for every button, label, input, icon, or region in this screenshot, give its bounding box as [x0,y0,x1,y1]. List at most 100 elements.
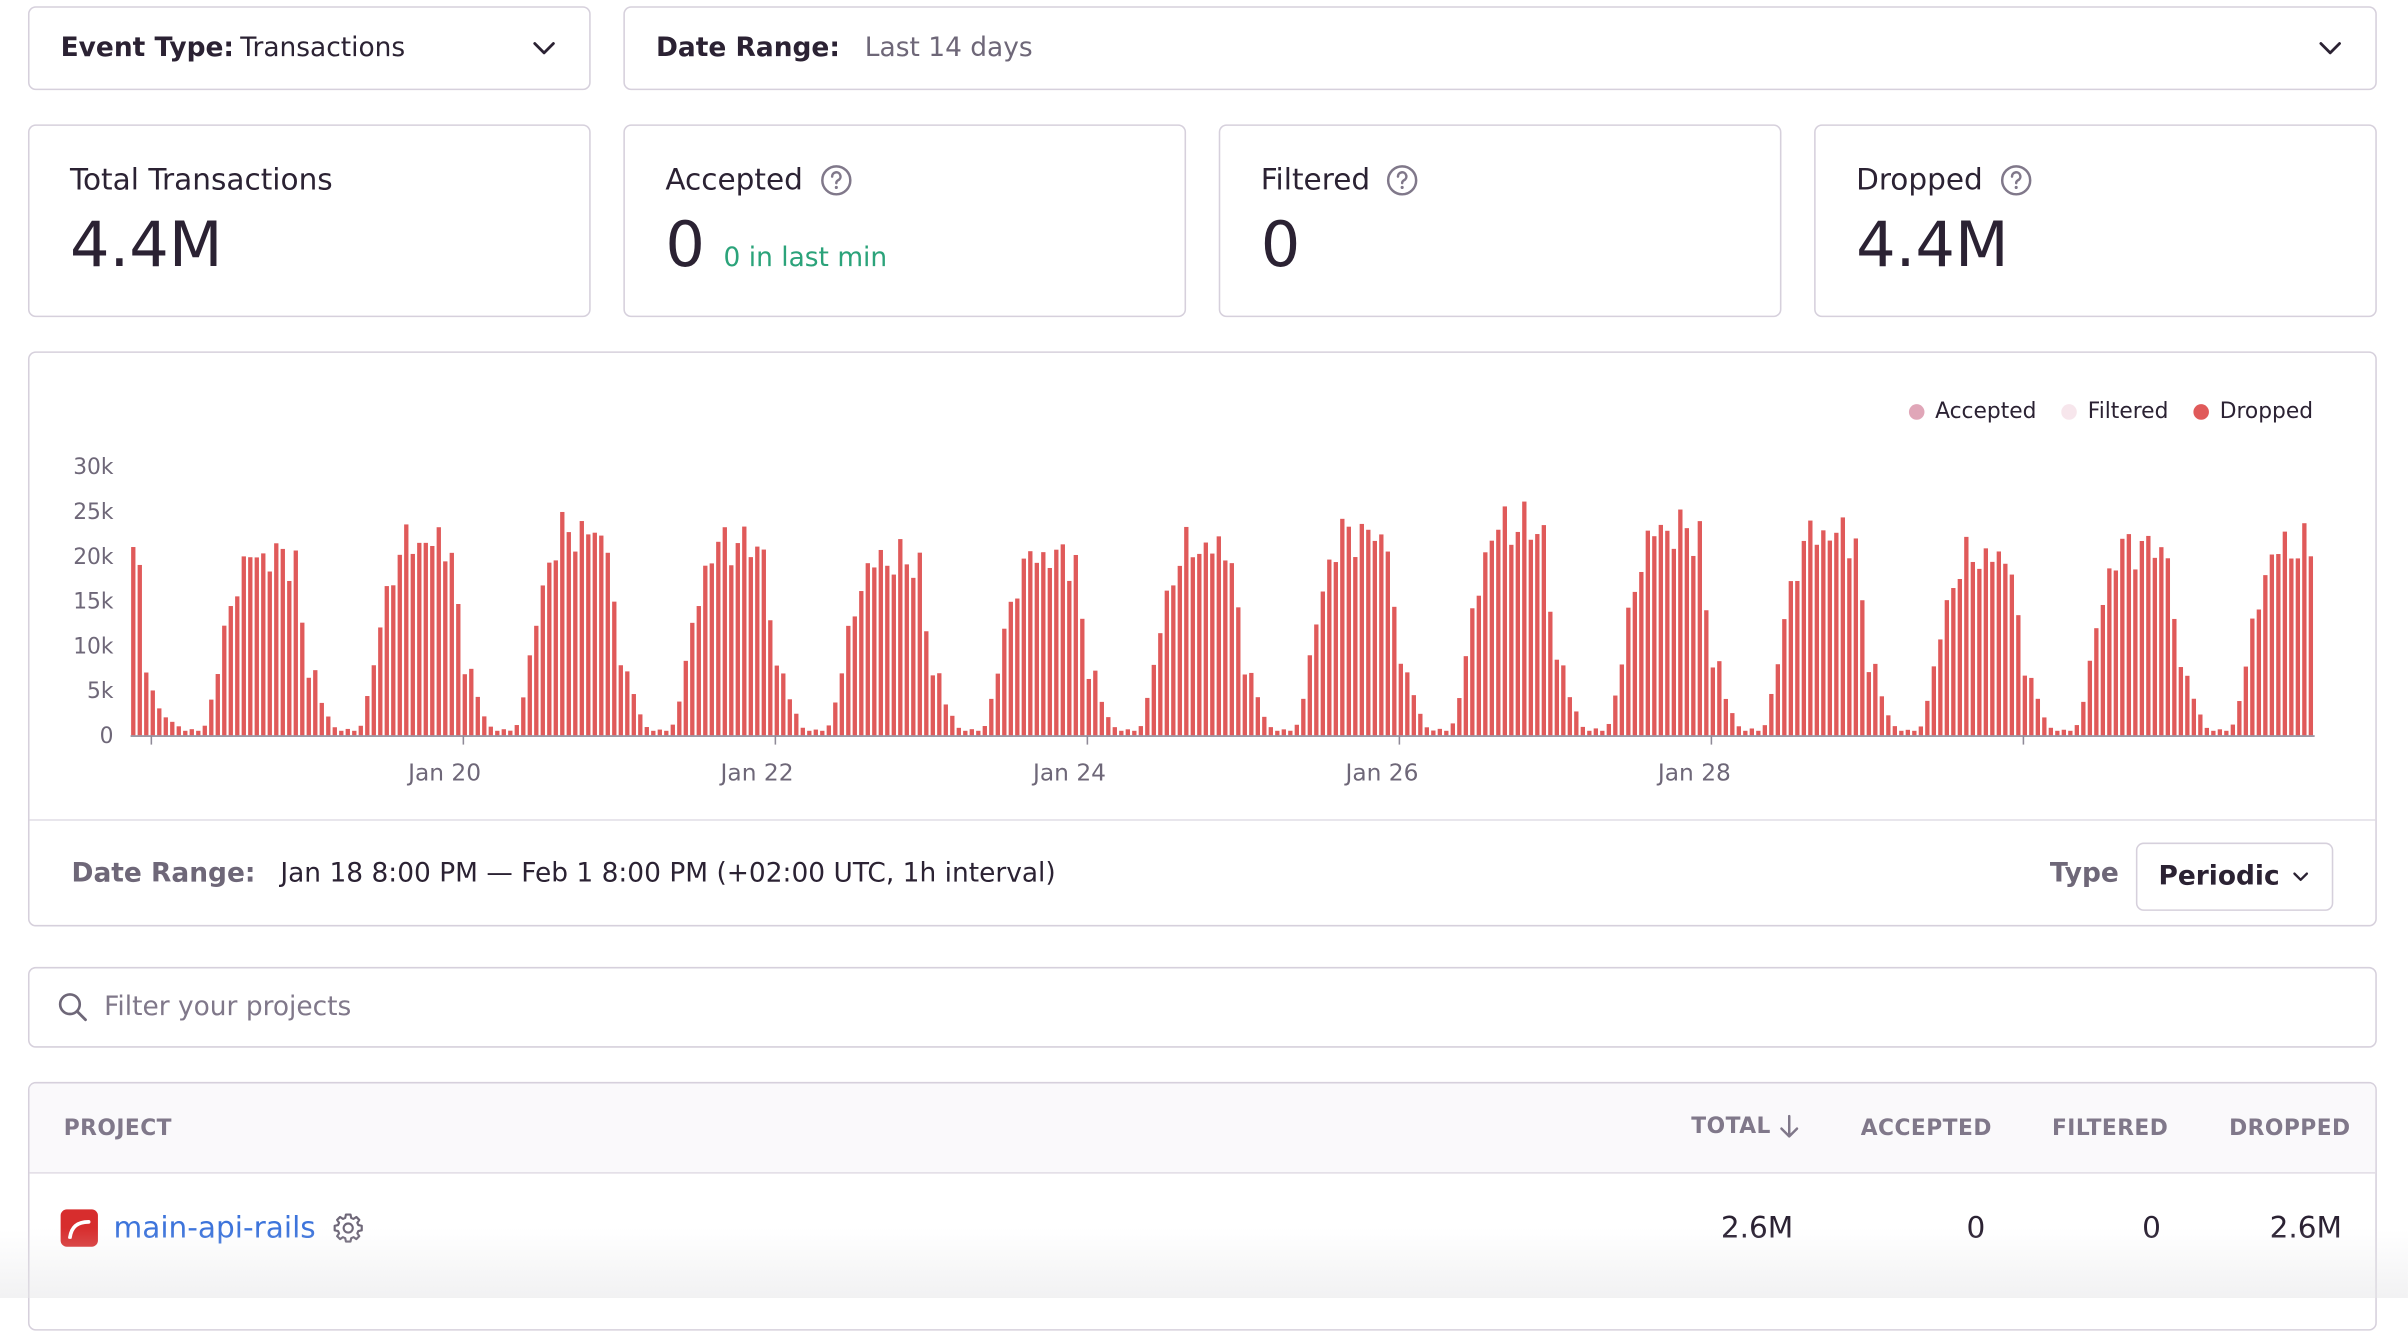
chart-bar-dropped[interactable] [1496,529,1501,736]
chart-bar-dropped[interactable] [2250,618,2255,736]
chart-bar-dropped[interactable] [404,524,409,736]
chart-bar-dropped[interactable] [950,715,955,736]
chart-bar-dropped[interactable] [1879,696,1885,736]
chart-bar-dropped[interactable] [1151,664,1156,736]
chart-bar-dropped[interactable] [1749,728,1755,736]
chart-bar-dropped[interactable] [378,627,383,736]
chart-bar-dropped[interactable] [534,625,539,736]
chart-bar-dropped[interactable] [1554,659,1559,736]
chart-bar-dropped[interactable] [592,532,597,736]
chart-bar-dropped[interactable] [1606,723,1611,736]
chart-bar-dropped[interactable] [1541,525,1546,736]
chart-bar-dropped[interactable] [670,724,675,736]
help-icon[interactable] [1386,163,1420,197]
chart-bar-dropped[interactable] [1294,724,1299,736]
chart-bar-dropped[interactable] [2211,730,2216,736]
chart-bar-dropped[interactable] [1353,557,1358,736]
chart-bar-dropped[interactable] [1795,580,1800,736]
chart-bar-dropped[interactable] [397,554,402,736]
chart-bar-dropped[interactable] [488,726,493,736]
chart-bar-dropped[interactable] [1398,663,1403,736]
project-search-input[interactable] [104,991,2281,1023]
chart-bar-dropped[interactable] [2016,615,2021,736]
chart-bar-dropped[interactable] [1756,730,1761,736]
chart-bar-dropped[interactable] [176,726,181,736]
chart-bar-dropped[interactable] [885,565,890,736]
chart-bar-dropped[interactable] [1236,607,1241,736]
chart-bar-dropped[interactable] [969,729,974,736]
legend-item-filtered[interactable]: Filtered [2061,400,2168,424]
chart-bar-dropped[interactable] [1762,725,1768,736]
column-header-dropped[interactable]: DROPPED [2229,1116,2351,1142]
chart-bar-dropped[interactable] [1918,726,1924,736]
chart-bar-dropped[interactable] [716,541,721,736]
chart-bar-dropped[interactable] [482,716,487,736]
project-link[interactable]: main-api-rails [113,1210,316,1246]
chart-bar-dropped[interactable] [267,571,272,736]
chart-bar-dropped[interactable] [170,721,175,736]
chart-bar-dropped[interactable] [1041,552,1046,736]
chart-bar-dropped[interactable] [228,606,233,736]
chart-bar-dropped[interactable] [2159,547,2164,736]
chart-bar-dropped[interactable] [1112,727,1117,736]
chart-bar-dropped[interactable] [1184,526,1189,736]
chart-bar-dropped[interactable] [1483,552,1488,736]
chart-bar-dropped[interactable] [358,725,363,736]
chart-bar-dropped[interactable] [391,585,396,736]
chart-bar-dropped[interactable] [209,699,214,736]
chart-bar-dropped[interactable] [1684,528,1689,736]
chart-bar-dropped[interactable] [1964,536,1969,736]
chart-bar-dropped[interactable] [1307,655,1312,736]
chart-bar-dropped[interactable] [449,552,454,736]
chart-bar-dropped[interactable] [202,725,207,736]
chart-bar-dropped[interactable] [1827,540,1832,736]
chart-bar-dropped[interactable] [1418,713,1423,736]
chart-bar-dropped[interactable] [1450,723,1455,736]
chart-bar-dropped[interactable] [2204,727,2210,736]
chart-bar-dropped[interactable] [2081,701,2086,736]
chart-bar-dropped[interactable] [1502,506,1507,736]
chart-bar-dropped[interactable] [1665,530,1670,736]
chart-bar-dropped[interactable] [2107,568,2112,736]
chart-bar-dropped[interactable] [1314,624,1319,736]
chart-bar-dropped[interactable] [1060,544,1065,736]
chart-bar-dropped[interactable] [794,713,799,736]
chart-bar-dropped[interactable] [579,521,584,736]
chart-bar-dropped[interactable] [1281,729,1286,736]
chart-bar-dropped[interactable] [742,526,747,736]
chart-bar-dropped[interactable] [2230,724,2236,736]
chart-bar-dropped[interactable] [2152,557,2158,736]
gear-icon[interactable] [331,1211,365,1245]
chart-bar-dropped[interactable] [911,577,916,736]
chart-bar-dropped[interactable] [462,674,467,736]
chart-bar-dropped[interactable] [144,672,149,736]
chart-bar-dropped[interactable] [755,546,760,736]
chart-bar-dropped[interactable] [1333,562,1338,736]
chart-bar-dropped[interactable] [423,542,428,736]
chart-bar-dropped[interactable] [1990,561,1995,736]
chart-bar-dropped[interactable] [1944,600,1950,736]
chart-bar-dropped[interactable] [280,548,285,736]
chart-bar-dropped[interactable] [1769,693,1774,736]
chart-bar-dropped[interactable] [1489,540,1494,736]
chart-bar-dropped[interactable] [904,564,909,736]
chart-bar-dropped[interactable] [833,702,838,736]
chart-bar-dropped[interactable] [2113,570,2119,736]
chart-bar-dropped[interactable] [1600,730,1605,736]
chart-bar-dropped[interactable] [2308,556,2314,736]
chart-bar-dropped[interactable] [1158,633,1163,736]
chart-bar-dropped[interactable] [898,539,903,736]
chart-bar-dropped[interactable] [521,697,526,736]
chart-bar-dropped[interactable] [1268,727,1273,736]
chart-bar-dropped[interactable] [469,668,474,736]
chart-bar-dropped[interactable] [1860,600,1865,736]
chart-bar-dropped[interactable] [1411,695,1416,736]
chart-bar-dropped[interactable] [1444,730,1449,736]
chart-bar-dropped[interactable] [1853,538,1859,736]
chart-bar-dropped[interactable] [2094,628,2099,736]
chart-bar-dropped[interactable] [1574,711,1579,736]
chart-bar-dropped[interactable] [2100,604,2106,736]
chart-bar-dropped[interactable] [2139,540,2145,736]
chart-bar-dropped[interactable] [222,625,227,736]
chart-bar-dropped[interactable] [1073,554,1078,736]
